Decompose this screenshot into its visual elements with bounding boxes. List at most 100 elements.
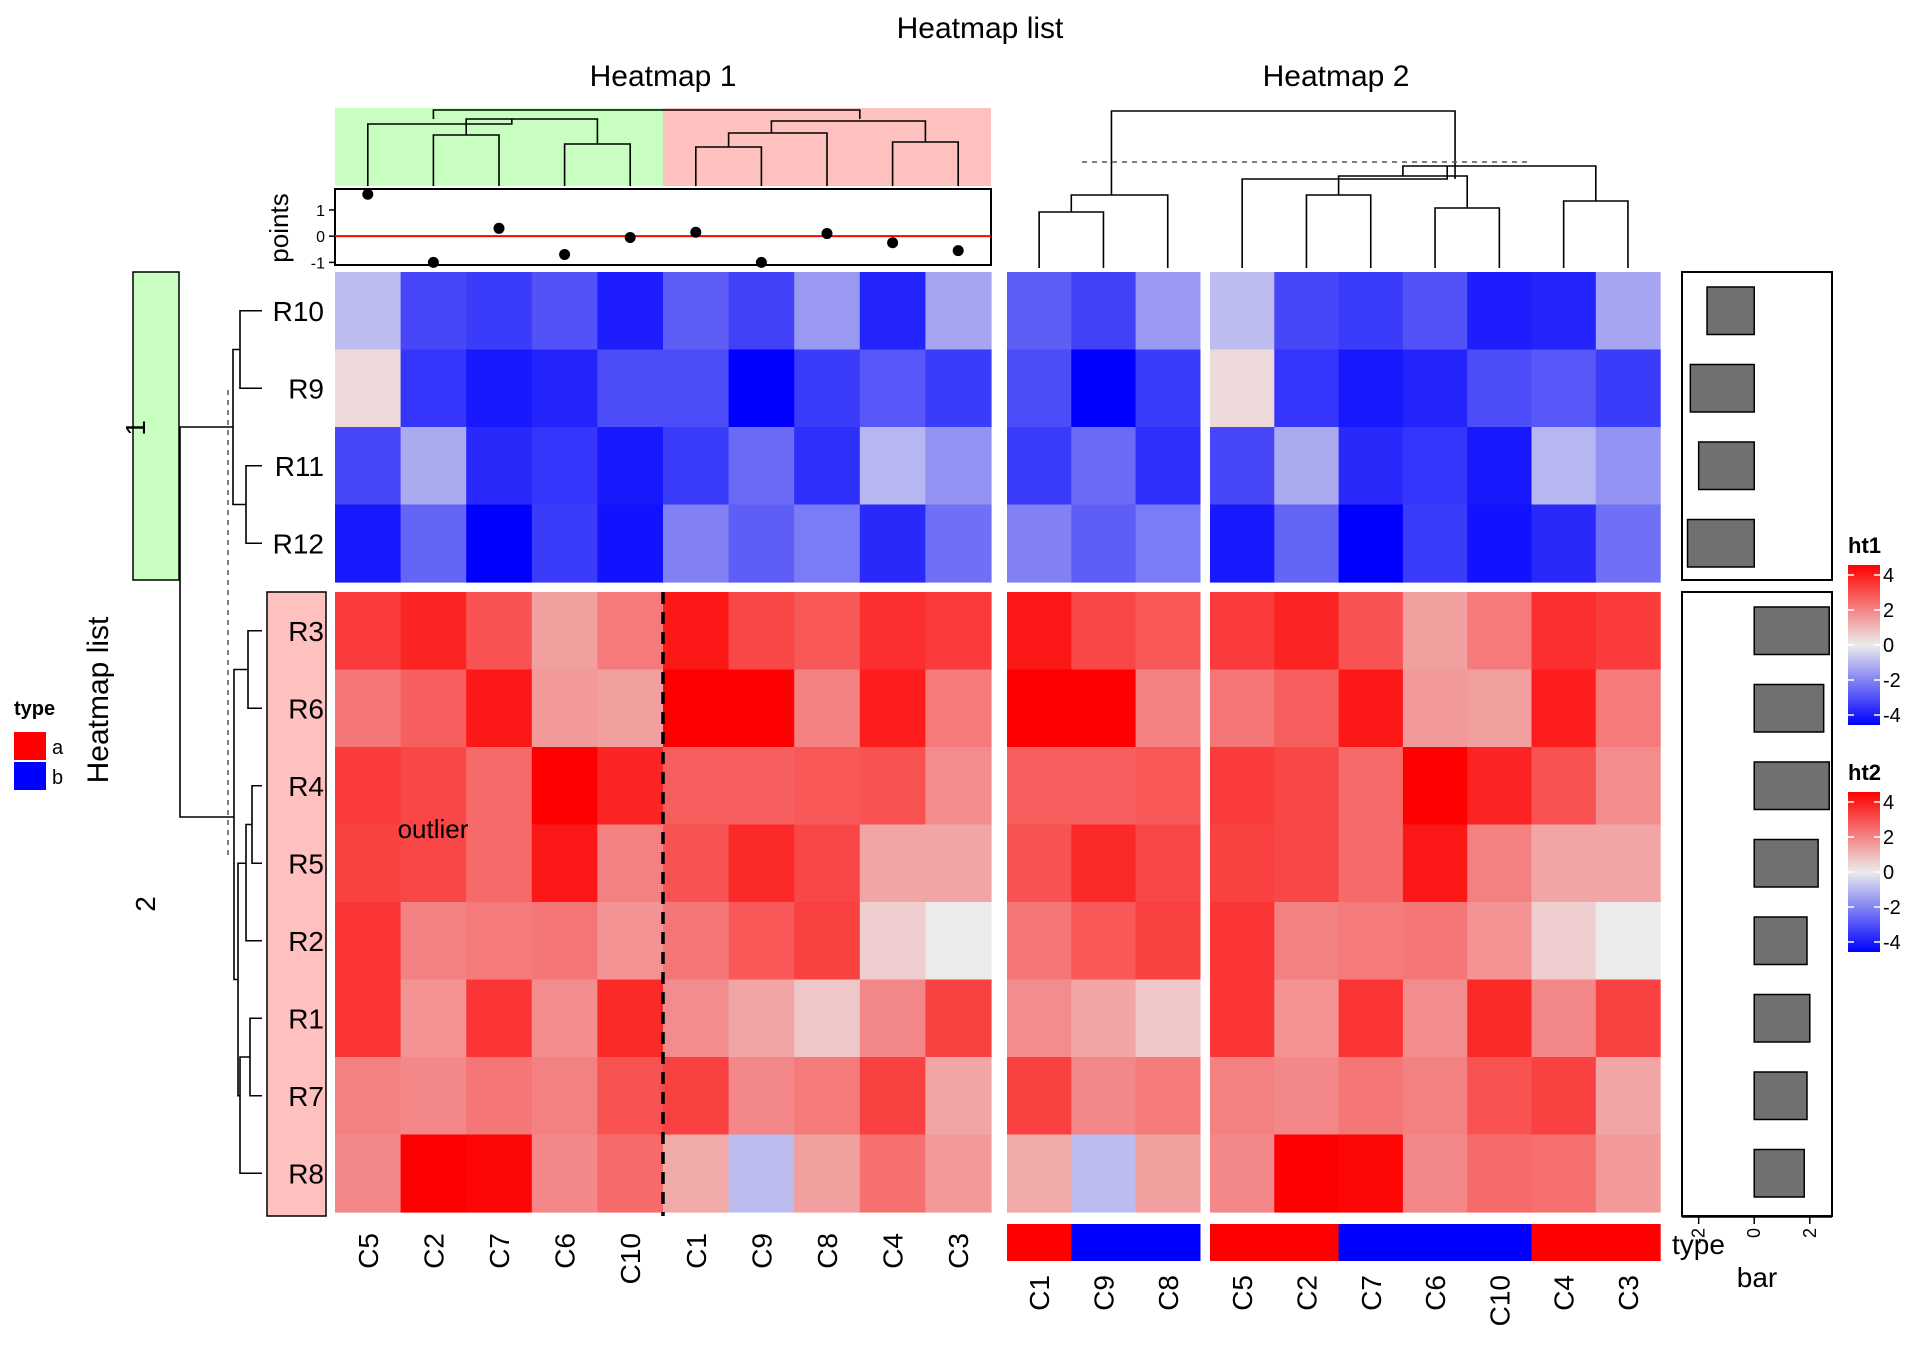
row-dendro-branch	[239, 309, 262, 390]
heatmap-2-cell	[1135, 1057, 1201, 1136]
row-slice-1-label: 1	[120, 420, 151, 436]
heatmap-1-cell	[859, 427, 926, 506]
heatmap-1-cell	[400, 902, 467, 981]
bar-annotation-bar	[1686, 518, 1755, 568]
heatmap-2-cell	[1595, 427, 1661, 506]
points-axis-tick-label: -1	[311, 255, 325, 272]
points-annotation-label: points	[264, 193, 294, 262]
heatmap-1-cell	[925, 979, 992, 1058]
heatmap-2-cell	[1071, 824, 1137, 903]
type-legend-label: b	[52, 767, 63, 789]
heatmap-2-cell	[1531, 669, 1597, 748]
points-annotation-dot	[624, 231, 636, 243]
type-annotation-cell	[1210, 1224, 1275, 1261]
heatmap-2-cell	[1595, 747, 1661, 826]
heatmap-2-cell	[1071, 669, 1137, 748]
bar-annotation-bar	[1753, 683, 1825, 733]
color-legend-tick-label: -4	[1883, 705, 1901, 727]
heatmap-2-cell	[1338, 1134, 1404, 1213]
heatmap-2-cell	[1531, 349, 1597, 428]
col-dendro-h2-root	[1110, 110, 1456, 195]
heatmap-2-cell	[1274, 902, 1340, 981]
points-axis-tick-label: 0	[316, 229, 325, 246]
heatmap-1-column-label: C10	[615, 1233, 646, 1284]
heatmap-1-column-label: C9	[746, 1233, 777, 1269]
row-dendro-branch	[251, 784, 262, 865]
heatmap-1-cell	[597, 747, 664, 826]
heatmap-2-cell	[1531, 979, 1597, 1058]
heatmap-1-cell	[728, 349, 795, 428]
col-dendro-h2-branch	[1070, 194, 1169, 268]
heatmap-1-cell	[925, 504, 992, 583]
heatmap-2-cell	[1274, 1134, 1340, 1213]
color-legend-tick-label: 2	[1883, 600, 1894, 622]
heatmap-1-cell	[925, 592, 992, 671]
heatmap-1-cell	[728, 824, 795, 903]
heatmap-2-cell	[1531, 592, 1597, 671]
heatmap-1-cell	[531, 824, 598, 903]
heatmap-2-cell	[1402, 1057, 1468, 1136]
row-slice-1-box	[132, 271, 180, 581]
heatmap-2-cell	[1210, 979, 1275, 1058]
heatmap-1-cell	[663, 504, 730, 583]
heatmap-1-cell	[466, 1134, 533, 1213]
color-legend-tick-label: 4	[1883, 792, 1894, 814]
heatmap-1-cell	[400, 747, 467, 826]
heatmap-2-cell	[1402, 824, 1468, 903]
heatmap-1-cell	[466, 824, 533, 903]
heatmap-2-cell	[1210, 1057, 1275, 1136]
row-label: R7	[288, 1081, 324, 1112]
points-annotation-dot	[821, 228, 833, 240]
bar-annotation-label: bar	[1737, 1262, 1777, 1293]
heatmap-2-cell	[1007, 349, 1072, 428]
heatmap-2-cell	[1531, 1057, 1597, 1136]
heatmap-1-cell	[400, 504, 467, 583]
heatmap-1-cell	[335, 979, 402, 1058]
row-dendro-branch	[245, 823, 262, 942]
color-legend-tick-label: 2	[1883, 827, 1894, 849]
heatmap-2-cell	[1071, 272, 1137, 351]
heatmap-1-cell	[531, 747, 598, 826]
heatmap-2-cell	[1210, 902, 1275, 981]
heatmap-1-cell	[794, 427, 861, 506]
heatmap-2-title: Heatmap 2	[1263, 60, 1410, 93]
points-annotation-dot	[952, 245, 964, 257]
heatmap-1-cell	[531, 1134, 598, 1213]
heatmap-2-column-label: C7	[1356, 1275, 1387, 1311]
heatmap-2-cell	[1071, 349, 1137, 428]
heatmap-2-cell	[1402, 349, 1468, 428]
heatmap-2-cell	[1007, 979, 1072, 1058]
heatmap-2-cell	[1402, 979, 1468, 1058]
heatmap-2-cell	[1467, 1134, 1533, 1213]
row-dendro-branch	[249, 1017, 262, 1097]
heatmap-2-cell	[1007, 272, 1072, 351]
heatmap-1-cell	[925, 272, 992, 351]
heatmap-1-cell	[925, 349, 992, 428]
heatmap-2-cell	[1402, 1134, 1468, 1213]
heatmap-2-cell	[1338, 824, 1404, 903]
row-label: R3	[288, 616, 324, 647]
col-dendro-2-branch	[727, 132, 828, 186]
heatmap-1-cell	[400, 669, 467, 748]
heatmap-2-cell	[1071, 747, 1137, 826]
heatmap-1-cell	[728, 592, 795, 671]
type-legend-label: a	[52, 737, 64, 759]
type-annotation-cell	[1007, 1224, 1072, 1261]
heatmap-1-cell	[859, 592, 926, 671]
type-legend-swatch	[14, 732, 46, 760]
row-dendro-branch	[247, 629, 262, 710]
heatmap-1-cell	[335, 349, 402, 428]
heatmap-2-cell	[1338, 669, 1404, 748]
heatmap-1-cell	[466, 747, 533, 826]
heatmap-2-cell	[1007, 427, 1072, 506]
heatmap-1-cell	[859, 979, 926, 1058]
heatmap-2-cell	[1338, 902, 1404, 981]
heatmap-2-cell	[1531, 272, 1597, 351]
heatmap-1-cell	[794, 1134, 861, 1213]
heatmap-2-cell	[1007, 902, 1072, 981]
outlier-label: outlier	[398, 814, 469, 844]
heatmap-1-cell	[400, 592, 467, 671]
heatmap-2-cell	[1338, 272, 1404, 351]
heatmap-2-cell	[1274, 979, 1340, 1058]
heatmap-2-cell	[1210, 592, 1275, 671]
